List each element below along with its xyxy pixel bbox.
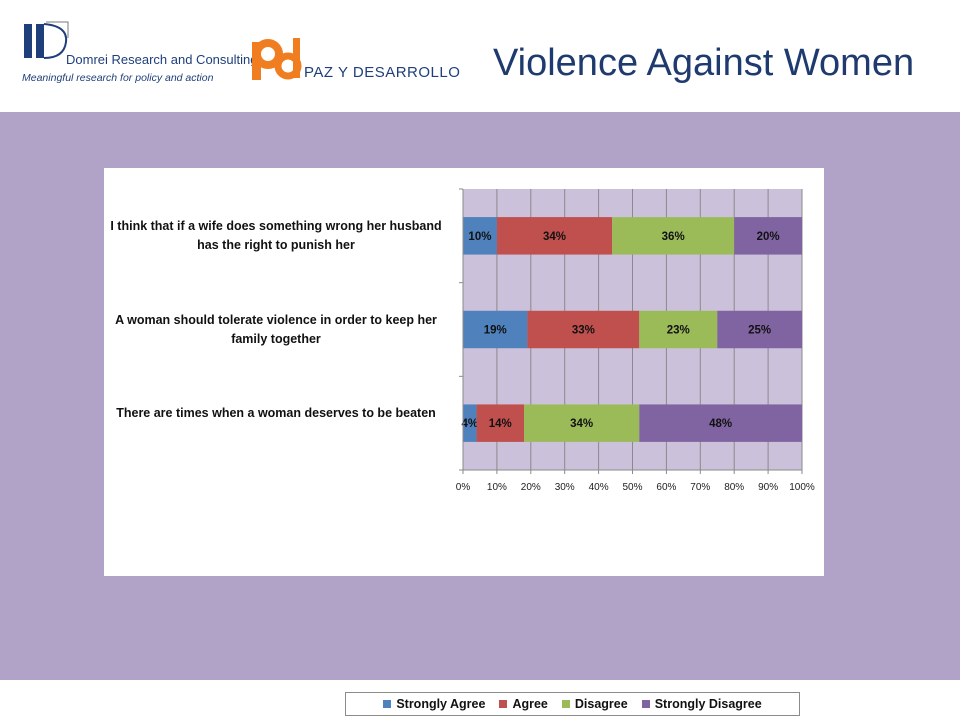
x-tick-label: 10% <box>487 482 507 493</box>
x-tick-label: 50% <box>622 482 642 493</box>
x-tick-label: 70% <box>690 482 710 493</box>
data-label: 4% <box>461 418 478 430</box>
category-label: A woman should tolerate violence in orde… <box>115 312 437 346</box>
data-label: 10% <box>468 231 491 243</box>
x-tick-label: 90% <box>758 482 778 493</box>
domrei-tagline: Meaningful research for policy and actio… <box>22 72 214 84</box>
bar-segment <box>463 217 497 255</box>
slide-header: Domrei Research and Consulting Meaningfu… <box>0 0 960 112</box>
bar-segment <box>496 217 613 255</box>
x-tick-label: 20% <box>521 482 541 493</box>
legend-item: Agree <box>499 697 548 711</box>
paz-y-desarrollo-name: PAZ Y DESARROLLO <box>304 64 461 81</box>
legend-swatch <box>499 700 508 708</box>
bar-segment <box>463 310 528 349</box>
bar-segment <box>524 404 640 442</box>
data-label: 48% <box>709 418 732 430</box>
chart-area: 4% 14% 34% 48% 19% 33% 23% 25% 10% 34% 36% 20% 0% 10%… <box>104 168 824 716</box>
bar-segment <box>717 310 802 349</box>
legend-item: Strongly Agree <box>383 697 485 711</box>
data-label: 25% <box>748 325 771 337</box>
legend-item: Strongly Disagree <box>641 697 762 711</box>
data-label: 14% <box>489 418 512 430</box>
data-label: 36% <box>662 231 685 243</box>
x-tick-label: 0% <box>456 482 471 493</box>
domrei-name: Domrei Research and Consulting <box>66 52 258 67</box>
bar-segment <box>734 217 802 255</box>
data-label: 34% <box>543 231 566 243</box>
bar-segment <box>639 310 718 349</box>
bar-segment <box>527 310 640 349</box>
category-label: I think that if a wife does something wr… <box>110 218 442 252</box>
data-label: 34% <box>570 418 593 430</box>
legend-item: Disagree <box>561 697 628 711</box>
bar-segment <box>463 404 477 442</box>
category-label: There are times when a woman deserves to… <box>116 406 436 421</box>
x-tick-label: 30% <box>555 482 575 493</box>
slide-title: Violence Against Women <box>493 42 915 84</box>
pd-mark-icon <box>252 38 302 80</box>
legend-label: Disagree <box>574 697 628 711</box>
x-tick-label: 100% <box>789 482 815 493</box>
data-label: 19% <box>484 325 507 337</box>
legend-swatch <box>561 700 570 708</box>
x-tick-label: 40% <box>589 482 609 493</box>
legend-swatch <box>383 700 392 708</box>
bar-segment <box>476 404 525 442</box>
chart-legend: Strongly Agree Agree Disagree Strongly Disa… <box>345 692 800 716</box>
legend-label: Strongly Disagree <box>654 697 762 711</box>
legend-swatch <box>641 700 650 708</box>
bar-segment <box>639 404 802 442</box>
data-label: 33% <box>572 325 595 337</box>
data-label: 20% <box>757 231 780 243</box>
domrei-logo: Domrei Research and Consulting Meaningfu… <box>18 18 257 88</box>
stacked-bar-chart: 4% 14% 34% 48% 19% 33% 23% 25% 10% 34% 36% 20% 0% 10%… <box>456 188 815 493</box>
legend-label: Strongly Agree <box>396 697 486 711</box>
domrei-mark-icon <box>24 21 69 59</box>
x-tick-label: 80% <box>724 482 744 493</box>
paz-y-desarrollo-logo: PAZ Y DESARROLLO <box>250 36 460 86</box>
legend-label: Agree <box>512 697 548 711</box>
bar-segment <box>612 217 735 255</box>
x-tick-label: 60% <box>656 482 676 493</box>
data-label: 23% <box>667 325 690 337</box>
